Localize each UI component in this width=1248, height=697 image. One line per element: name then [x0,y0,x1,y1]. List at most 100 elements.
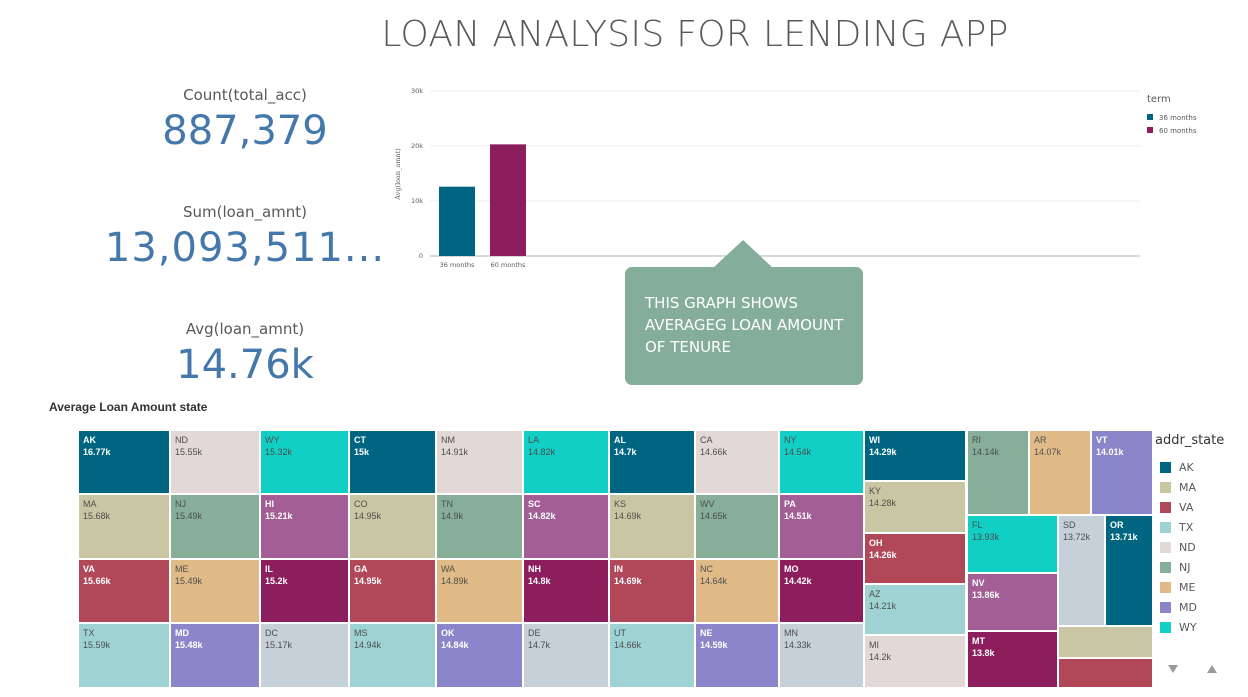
bar-60-months[interactable] [490,144,526,256]
treemap-cell-ok[interactable]: OK 14.84k [436,623,523,688]
legend-swatch [1160,521,1171,533]
treemap-legend-item[interactable]: MD [1155,597,1245,617]
treemap-cell-pa[interactable]: PA 14.51k [779,494,864,559]
treemap-cell-label: DC [265,628,278,638]
treemap-cell-nv[interactable]: NV 13.86k [967,573,1058,631]
treemap-cell-sc[interactable]: SC 14.82k [523,494,609,559]
treemap-cell-value: 14.82k [528,447,556,457]
treemap-cell-or[interactable]: OR 13.71k [1105,515,1153,626]
treemap-cell-wi[interactable]: WI 14.29k [864,430,966,481]
treemap-cell-label: VA [83,564,95,574]
term-legend-label: 36 months [1159,114,1197,122]
treemap-cell-value: 14.7k [614,447,637,457]
treemap-cell-value: 14.14k [972,447,1000,457]
legend-label: MD [1179,600,1197,614]
treemap-cell-ak[interactable]: AK 16.77k [78,430,170,494]
treemap-cell-label: AZ [869,589,881,599]
treemap-cell-label: AR [1034,435,1047,445]
treemap-cell-value: 14.7k [528,640,551,650]
treemap-cell-wv[interactable]: WV 14.65k [695,494,779,559]
treemap-legend-item[interactable]: ND [1155,537,1245,557]
treemap-cell-value: 14.54k [784,447,812,457]
treemap-legend[interactable]: addr_state AK MA VA TX ND NJ ME MD WY [1155,433,1245,637]
treemap-title: Average Loan Amount state [49,400,208,414]
treemap-legend-item[interactable]: VA [1155,497,1245,517]
treemap-cell-la[interactable]: LA 14.82k [523,430,609,494]
treemap-cell-co[interactable]: CO 14.95k [349,494,436,559]
treemap-cell-label: GA [354,564,368,574]
treemap-cell-mn[interactable]: MN 14.33k [779,623,864,688]
treemap-cell-nc[interactable]: NC 14.64k [695,559,779,623]
treemap-cell-nm[interactable]: NM 14.91k [436,430,523,494]
treemap-cell-ar[interactable]: AR 14.07k [1029,430,1091,515]
treemap-cell-label: ND [175,435,188,445]
treemap-cell-fl[interactable]: FL 13.93k [967,515,1058,573]
treemap-cell-other[interactable] [1058,626,1153,658]
treemap-cell-label: MT [972,636,985,646]
treemap-cell-ks[interactable]: KS 14.69k [609,494,695,559]
treemap-cell-value: 14.9k [441,511,464,521]
treemap-legend-item[interactable]: TX [1155,517,1245,537]
treemap-cell-tx[interactable]: TX 15.59k [78,623,170,688]
treemap-cell-nj[interactable]: NJ 15.49k [170,494,260,559]
treemap-cell-tn[interactable]: TN 14.9k [436,494,523,559]
treemap-cell-ny[interactable]: NY 14.54k [779,430,864,494]
legend-scroll-down-icon[interactable] [1168,665,1178,673]
treemap-cell-va[interactable]: VA 15.66k [78,559,170,623]
treemap-cell-value: 14.8k [528,576,551,586]
treemap-cell-vt[interactable]: VT 14.01k [1091,430,1153,515]
treemap-cell-oh[interactable]: OH 14.26k [864,533,966,584]
treemap-cell-label: NE [700,628,713,638]
treemap-cell-ga[interactable]: GA 14.95k [349,559,436,623]
treemap-cell-mi[interactable]: MI 14.2k [864,635,966,688]
treemap-cell-de[interactable]: DE 14.7k [523,623,609,688]
treemap-cell-ct[interactable]: CT 15k [349,430,436,494]
treemap-legend-item[interactable]: WY [1155,617,1245,637]
treemap-cell-wa[interactable]: WA 14.89k [436,559,523,623]
treemap-cell-ms[interactable]: MS 14.94k [349,623,436,688]
treemap-cell-md[interactable]: MD 15.48k [170,623,260,688]
treemap-cell-al[interactable]: AL 14.7k [609,430,695,494]
treemap-cell-value: 16.77k [83,447,111,457]
kpi-sum-label: Sum(loan_amnt) [182,203,308,221]
treemap-cell-dc[interactable]: DC 15.17k [260,623,349,688]
treemap-cell-mt[interactable]: MT 13.8k [967,631,1058,688]
treemap-cell-hi[interactable]: HI 15.21k [260,494,349,559]
treemap-cell-ca[interactable]: CA 14.66k [695,430,779,494]
treemap-legend-item[interactable]: NJ [1155,557,1245,577]
treemap-legend-item[interactable]: MA [1155,477,1245,497]
kpi-sum-value: 13,093,511... [104,225,386,271]
treemap-cell-ky[interactable]: KY 14.28k [864,481,966,533]
treemap-cell-value: 14.69k [614,576,642,586]
treemap-cell-other[interactable] [1058,658,1153,688]
treemap-cell-nh[interactable]: NH 14.8k [523,559,609,623]
treemap-cell-in[interactable]: IN 14.69k [609,559,695,623]
treemap-cell-az[interactable]: AZ 14.21k [864,584,966,635]
treemap-cell-il[interactable]: IL 15.2k [260,559,349,623]
treemap-cell-value: 13.8k [972,648,995,658]
treemap-cell-mo[interactable]: MO 14.42k [779,559,864,623]
treemap-cell-value: 14.69k [614,511,642,521]
legend-label: AK [1179,460,1194,474]
treemap-cell-ut[interactable]: UT 14.66k [609,623,695,688]
treemap-cell-me[interactable]: ME 15.49k [170,559,260,623]
y-tick-label: 10k [411,197,423,205]
treemap-cell-wy[interactable]: WY 15.32k [260,430,349,494]
treemap-cell-label: WY [265,435,280,445]
treemap-cell-label: ME [175,564,189,574]
treemap-legend-item[interactable]: ME [1155,577,1245,597]
treemap-cell-label: IN [614,564,623,574]
treemap-legend-item[interactable]: AK [1155,457,1245,477]
legend-scroll-up-icon[interactable] [1207,665,1217,673]
treemap-cell-nd[interactable]: ND 15.55k [170,430,260,494]
bar-36-months[interactable] [439,186,475,256]
treemap-cell-ri[interactable]: RI 14.14k [967,430,1029,515]
treemap-cell-ma[interactable]: MA 15.68k [78,494,170,559]
treemap-cell-label: WA [441,564,456,574]
treemap-cell-sd[interactable]: SD 13.72k [1058,515,1105,626]
term-bar-chart[interactable]: 0 10k 20k 30k Avg(loan_amnt) 36 months 60 mont… [380,80,1210,280]
treemap-cell-label: SD [1063,520,1076,530]
treemap-cell-value: 14.84k [441,640,469,650]
treemap-cell-ne[interactable]: NE 14.59k [695,623,779,688]
